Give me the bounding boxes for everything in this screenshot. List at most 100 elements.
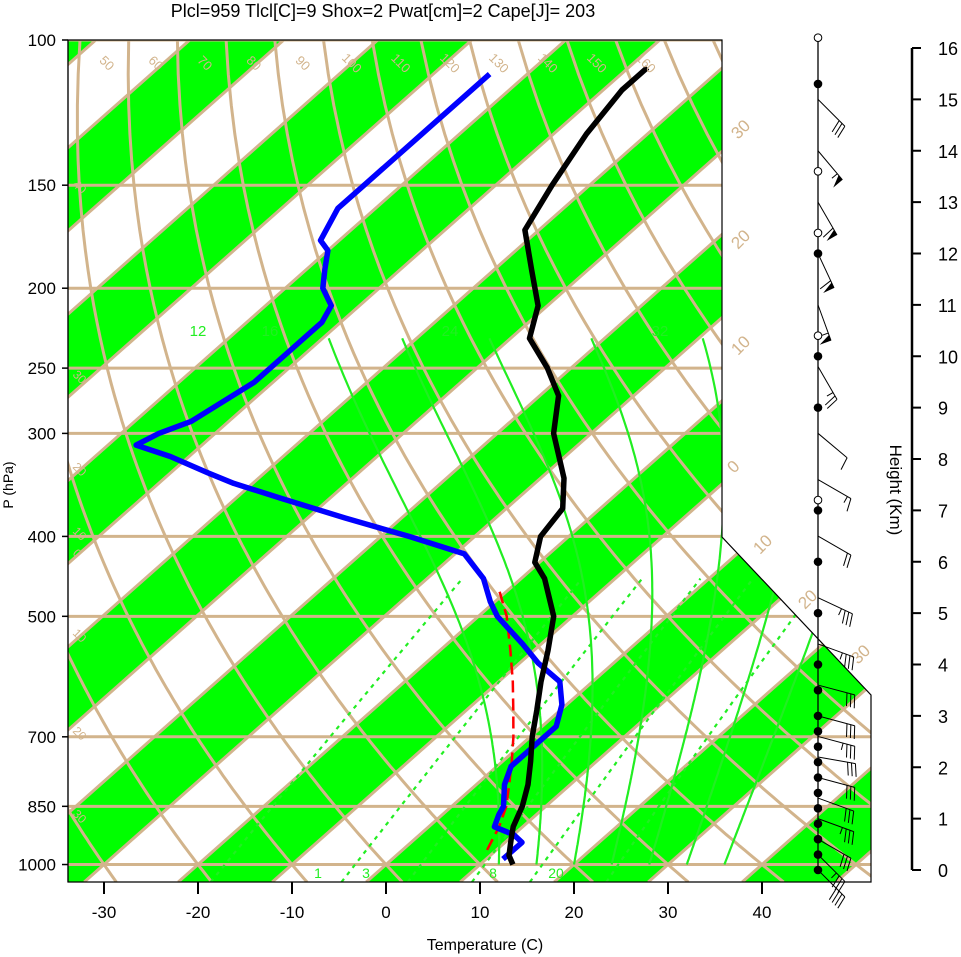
wind-barb [817, 715, 856, 740]
wind-barb [817, 99, 846, 138]
isotherm-label: 10 [749, 531, 776, 558]
wind-level-open-dot [813, 33, 823, 43]
isotherm-band [178, 40, 871, 882]
isotherm-label: 30 [727, 116, 754, 143]
wind-level-dot [813, 403, 823, 412]
isotherm-line [68, 40, 755, 882]
wind-barb [817, 756, 857, 777]
height-tick-label: 11 [938, 296, 957, 316]
profiles [133, 65, 650, 866]
height-tick-label: 5 [938, 604, 948, 624]
wind-barb [817, 150, 843, 188]
dry-adiabat [468, 40, 871, 882]
wind-level-dot [813, 788, 823, 798]
temperature-tick-label: 10 [471, 903, 490, 922]
isotherm-line [647, 40, 871, 882]
isotherm-line [68, 40, 473, 882]
isotherm-label: 20 [727, 226, 754, 253]
temperature-tick-label: 30 [659, 903, 678, 922]
wind-level-open-dot [813, 331, 823, 341]
wind-level-dot [813, 742, 823, 751]
isotherm-band [68, 40, 472, 882]
moist-adiabat-label: 12 [190, 323, 207, 340]
wind-barb [817, 777, 856, 801]
isotherm-line [68, 40, 849, 882]
chart-title: Plcl=959 Tlcl[C]=9 Shox=2 Pwat[cm]=2 Cap… [171, 1, 595, 21]
dry-adiabat [175, 40, 594, 882]
wind-barb [817, 432, 848, 470]
temperature-tick-label: -10 [280, 903, 305, 922]
height-tick-label: 16 [938, 39, 958, 59]
height-tick-label: 15 [938, 90, 958, 110]
pressure-tick-label: 500 [28, 607, 56, 626]
height-tick-label: 7 [938, 501, 948, 521]
height-tick-label: 8 [938, 450, 948, 470]
isotherm-line [177, 40, 871, 882]
wind-level-dot [813, 557, 823, 567]
pressure-tick-label: 850 [28, 797, 56, 816]
temperature-tick-label: 20 [565, 903, 584, 922]
dry-adiabat-label: 90 [293, 53, 314, 74]
height-tick-label: 2 [938, 758, 948, 778]
dry-adiabat [322, 40, 871, 882]
pressure-tick-label: 1000 [18, 856, 56, 875]
wind-level-dot [813, 79, 823, 89]
height-tick-label: 10 [938, 347, 958, 367]
isotherm-band [366, 40, 871, 882]
dewpoint-profile-line [133, 72, 565, 862]
pressure-tick-label: 100 [28, 31, 56, 50]
height-tick-label: 13 [938, 193, 958, 213]
wind-barb [817, 366, 838, 409]
wind-barb [817, 735, 856, 760]
x-axis-label: Temperature (C) [427, 937, 543, 954]
height-tick-label: 6 [938, 553, 948, 573]
wind-level-dot [813, 819, 823, 829]
wind-level-open-dot [813, 495, 823, 505]
temperature-tick-label: 40 [753, 903, 772, 922]
temperature-tick-label: -30 [92, 903, 117, 922]
wind-level-dot [813, 685, 823, 695]
dry-adiabat [126, 40, 499, 882]
mixing-ratio-line [605, 577, 823, 882]
dry-adiabat-label: 50 [97, 53, 118, 74]
dry-adiabat [68, 40, 213, 882]
wind-barb [817, 869, 846, 909]
wind-barb [817, 479, 852, 512]
isotherm-line [68, 40, 379, 882]
mixing-ratio-line [406, 577, 643, 882]
wind-barb [817, 535, 852, 568]
dry-adiabat [273, 40, 785, 882]
height-tick-label: 12 [938, 245, 958, 265]
isotherm-label: 0 [723, 457, 743, 477]
isotherm-label: 30 [847, 641, 874, 668]
isotherm-band [68, 40, 660, 882]
dry-adiabat [370, 40, 871, 882]
isotherm-band [68, 40, 848, 882]
wind-barb [817, 838, 852, 872]
moist-adiabat [590, 337, 654, 865]
dry-adiabat [956, 40, 961, 882]
dry-adiabat [516, 40, 871, 882]
mixing-ratio-label: 1 [314, 865, 322, 881]
isotherm-label: 20 [794, 586, 821, 613]
pressure-tick-label: 400 [28, 527, 56, 546]
height-tick-label: 9 [938, 399, 948, 419]
pressure-tick-label: 250 [28, 359, 56, 378]
wind-barb [817, 818, 855, 845]
height-tick-label: 4 [938, 656, 948, 676]
moist-adiabat-label: 16 [262, 323, 279, 340]
mixing-ratio-label: 3 [362, 865, 370, 881]
mixing-ratio-line [340, 577, 583, 882]
temperature-tick-label: 0 [381, 903, 390, 922]
wind-barb [817, 201, 838, 242]
moist-adiabat-label: 24 [442, 323, 459, 340]
wind-level-open-dot [813, 167, 823, 176]
isotherm-label: 10 [727, 332, 754, 359]
wind-level-dot [813, 804, 823, 813]
parcel-profile-line [485, 586, 515, 851]
pressure-tick-label: 700 [28, 728, 56, 747]
isotherm-band [554, 40, 871, 882]
wind-barb [817, 597, 853, 627]
wind-barb [817, 684, 856, 709]
y-axis-label: P (hPa) [0, 461, 16, 508]
